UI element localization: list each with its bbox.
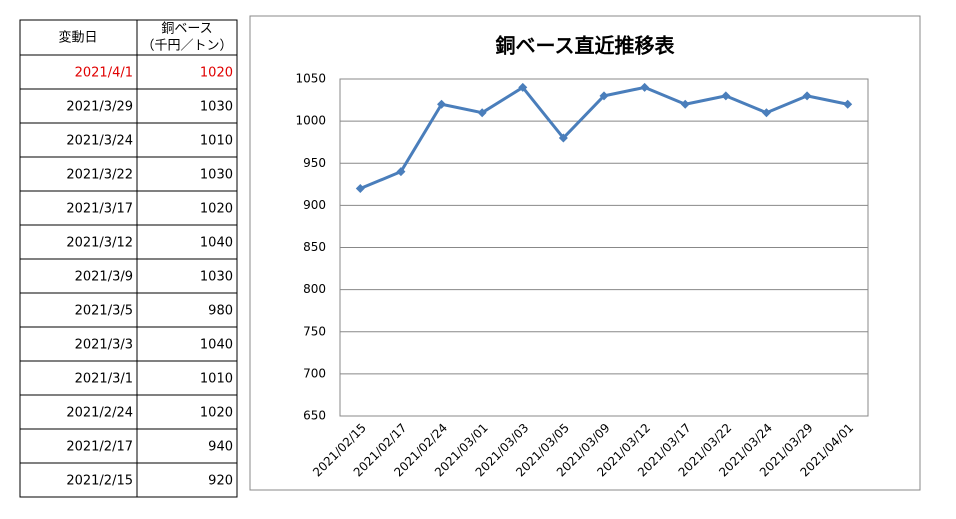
y-tick-label: 700 <box>303 366 326 380</box>
table-date: 2021/3/24 <box>66 134 133 149</box>
data-point <box>437 99 447 109</box>
table-date: 2021/3/3 <box>75 338 133 353</box>
y-tick-label: 750 <box>303 324 326 338</box>
data-point <box>355 184 365 194</box>
data-point <box>558 133 568 143</box>
table-date: 2021/3/29 <box>66 100 133 115</box>
table-date: 2021/3/5 <box>75 304 133 319</box>
data-point <box>477 108 487 118</box>
chart-frame <box>249 15 921 491</box>
y-tick-label: 900 <box>303 198 326 212</box>
table-date: 2021/3/1 <box>75 372 133 387</box>
table-price: 1010 <box>200 372 233 387</box>
y-tick-label: 800 <box>303 282 326 296</box>
table-price: 1020 <box>200 202 233 217</box>
data-point <box>518 82 528 92</box>
table-date: 2021/3/12 <box>66 236 133 251</box>
table-date: 2021/2/15 <box>66 474 133 489</box>
data-point <box>721 91 731 101</box>
table-price: 1020 <box>200 66 233 81</box>
table-price: 1020 <box>200 406 233 421</box>
table-price: 940 <box>208 440 233 455</box>
table-date: 2021/2/17 <box>66 440 133 455</box>
y-tick-label: 650 <box>303 409 326 423</box>
table-price: 980 <box>208 304 233 319</box>
y-tick-label: 1050 <box>295 72 326 86</box>
y-tick-label: 1000 <box>295 114 326 128</box>
table-price: 1010 <box>200 134 233 149</box>
data-point <box>640 82 650 92</box>
y-tick-label: 850 <box>303 240 326 254</box>
data-point <box>761 108 771 118</box>
table-price: 1030 <box>200 100 233 115</box>
table-price: 920 <box>208 474 233 489</box>
y-tick-label: 950 <box>303 156 326 170</box>
table-date: 2021/3/9 <box>75 270 133 285</box>
table-price: 1030 <box>200 168 233 183</box>
table-date: 2021/3/17 <box>66 202 133 217</box>
table-price: 1040 <box>200 236 233 251</box>
table-date: 2021/2/24 <box>66 406 133 421</box>
table-header: 変動日 <box>58 30 97 46</box>
table-header: （千円／トン） <box>141 39 232 54</box>
table-date: 2021/3/22 <box>66 168 133 183</box>
data-point <box>396 167 406 177</box>
data-point <box>680 99 690 109</box>
data-point <box>843 99 853 109</box>
table-header: 銅ベース <box>161 22 212 37</box>
data-point <box>802 91 812 101</box>
table-price: 1040 <box>200 338 233 353</box>
table-price: 1030 <box>200 270 233 285</box>
chart-title: 銅ベース直近推移表 <box>496 34 676 58</box>
table-date: 2021/4/1 <box>75 66 133 81</box>
data-point <box>599 91 609 101</box>
